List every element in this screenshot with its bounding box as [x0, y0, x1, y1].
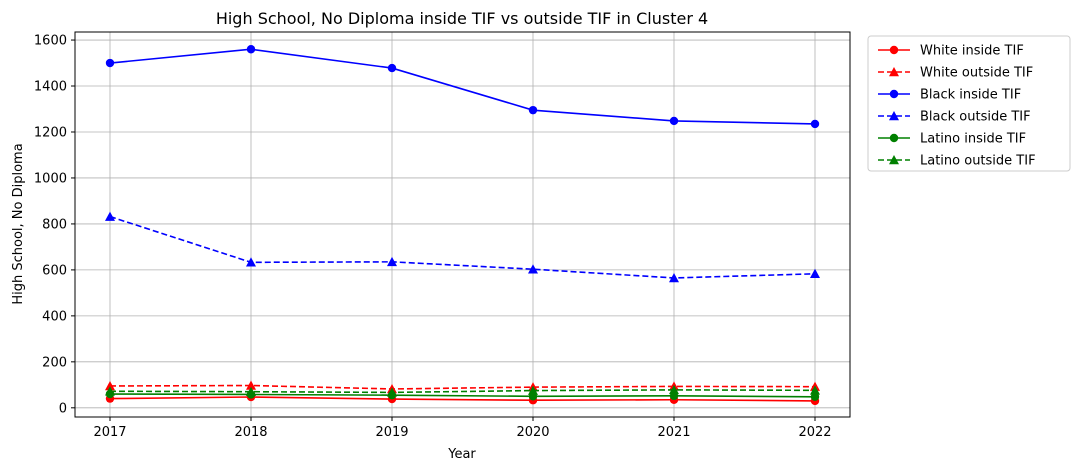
x-axis-label: Year — [447, 447, 476, 462]
y-tick-label: 800 — [42, 217, 67, 232]
legend-item: Latino inside TIF — [878, 132, 1026, 147]
data-point — [810, 119, 820, 129]
data-point — [528, 385, 538, 395]
data-point — [387, 256, 397, 267]
data-point — [528, 105, 538, 115]
legend-item: Black inside TIF — [878, 88, 1021, 103]
series-line — [109, 396, 816, 402]
y-tick-label: 600 — [42, 263, 67, 278]
plot-frame — [74, 31, 851, 418]
data-point — [246, 386, 256, 396]
legend-label: White outside TIF — [920, 66, 1033, 81]
legend-marker — [889, 133, 899, 143]
data-point — [669, 384, 679, 395]
series-line — [109, 384, 816, 390]
series-line — [109, 389, 816, 394]
y-tick-label: 1600 — [34, 34, 67, 49]
legend-label: Black outside TIF — [920, 110, 1031, 125]
legend-label: Black inside TIF — [920, 88, 1021, 103]
data-point — [105, 386, 115, 396]
ticks: 2017 2018 2019 2020 2021 2022 0 200 400 600 800 100… — [34, 34, 832, 440]
data-point — [246, 45, 256, 54]
y-tick-label: 1200 — [34, 125, 67, 140]
legend-marker — [889, 111, 899, 121]
legend-box — [867, 35, 1071, 172]
series-line — [109, 48, 816, 125]
series-latino-outside-tif — [105, 384, 820, 397]
y-tick-label: 400 — [42, 309, 67, 324]
legend: White inside TIF White outside TIF Black i… — [867, 35, 1071, 172]
series-line — [109, 393, 816, 398]
data-point — [528, 264, 538, 274]
data-point — [810, 385, 820, 395]
legend-label: Latino inside TIF — [920, 132, 1026, 147]
x-tick-label: 2022 — [798, 425, 831, 440]
x-tick-label: 2021 — [657, 425, 690, 440]
chart-title: High School, No Diploma inside TIF vs ou… — [216, 9, 708, 28]
legend-item: Black outside TIF — [878, 110, 1031, 125]
y-axis-label: High School, No Diploma — [11, 143, 26, 304]
y-tick-label: 1400 — [34, 80, 67, 95]
legend-marker — [889, 67, 899, 77]
data-point — [669, 272, 679, 283]
grid — [75, 32, 850, 417]
legend-item: Latino outside TIF — [878, 154, 1036, 169]
series-layer — [105, 45, 820, 406]
data-point — [246, 257, 256, 267]
data-point — [810, 268, 820, 279]
series-black-inside-tif — [105, 45, 820, 129]
y-tick-label: 200 — [42, 355, 67, 370]
data-point — [387, 387, 397, 397]
x-tick-label: 2017 — [93, 425, 126, 440]
legend-label: Latino outside TIF — [920, 154, 1036, 169]
data-point — [105, 58, 115, 68]
data-point — [105, 211, 115, 221]
legend-marker — [889, 89, 899, 99]
legend-marker — [889, 155, 899, 165]
legend-item: White outside TIF — [878, 66, 1033, 81]
legend-label: White inside TIF — [920, 44, 1024, 59]
x-tick-label: 2019 — [375, 425, 408, 440]
x-tick-label: 2020 — [516, 425, 549, 440]
data-point — [105, 380, 115, 391]
data-point — [669, 116, 679, 126]
legend-item: White inside TIF — [878, 44, 1024, 59]
data-point — [246, 380, 256, 390]
y-tick-label: 0 — [59, 401, 67, 416]
y-tick-label: 1000 — [34, 171, 67, 186]
data-point — [387, 63, 397, 73]
x-tick-label: 2018 — [234, 425, 267, 440]
series-black-outside-tif — [105, 211, 820, 283]
series-line — [109, 215, 816, 279]
data-point — [810, 392, 820, 401]
legend-marker — [889, 45, 899, 55]
